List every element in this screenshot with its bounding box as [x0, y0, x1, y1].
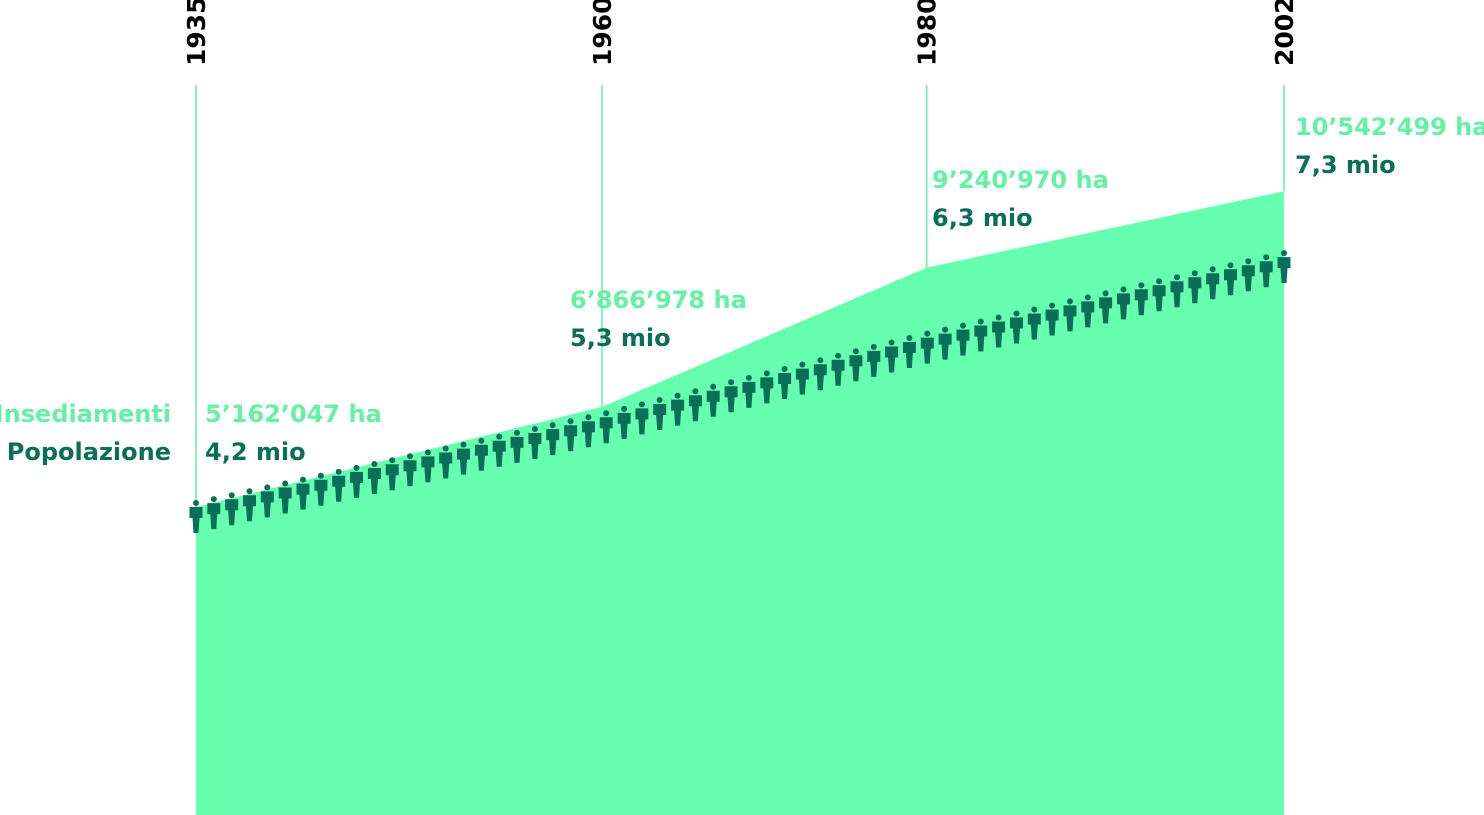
person-icon [207, 496, 221, 530]
person-icon [688, 388, 702, 422]
person-icon [1045, 302, 1059, 336]
person-icon [778, 366, 792, 399]
legend-population: Popolazione [7, 438, 171, 466]
person-icon [1099, 290, 1113, 324]
person-icon [332, 468, 346, 502]
person-icon [1259, 254, 1273, 288]
person-icon [653, 397, 667, 430]
person-icon [1010, 310, 1023, 344]
population-value-label: 6,3 mio [932, 204, 1033, 232]
settlement-value-label: 9’240’970 ha [932, 166, 1109, 194]
person-icon [795, 361, 809, 395]
person-icon [742, 374, 756, 408]
settlement-value-label: 6’866’978 ha [570, 286, 747, 314]
person-icon [885, 339, 899, 373]
person-icon [1241, 258, 1255, 292]
person-icon [260, 484, 274, 518]
person-icon [599, 410, 613, 444]
person-icon [920, 330, 934, 364]
person-icon [189, 500, 203, 533]
person-icon [225, 492, 239, 526]
person-icon [564, 418, 578, 452]
person-icon [1277, 250, 1291, 284]
person-icon [671, 392, 685, 426]
person-icon [1063, 298, 1077, 332]
person-icon [510, 429, 524, 463]
person-icon [439, 445, 453, 479]
person-icon [724, 379, 738, 413]
person-icon [403, 453, 417, 487]
person-icon [1081, 294, 1095, 328]
person-icon [350, 464, 363, 498]
settlement-value-label: 5’162’047 ha [205, 400, 382, 428]
person-icon [867, 343, 881, 377]
person-icon [528, 426, 542, 459]
person-icon [1170, 274, 1184, 308]
person-icon [296, 476, 310, 510]
person-icon [1152, 278, 1166, 312]
population-value-label: 5,3 mio [570, 324, 671, 352]
person-icon [956, 322, 970, 356]
person-icon [457, 441, 470, 475]
person-icon [1027, 306, 1041, 340]
year-label: 1935 [182, 0, 211, 66]
person-icon [849, 348, 863, 382]
year-label: 1960 [588, 0, 617, 66]
person-icon [938, 326, 952, 360]
person-icon [243, 488, 256, 522]
person-icon [635, 401, 649, 435]
settlement-area [196, 191, 1284, 815]
person-icon [1224, 262, 1237, 296]
person-icon [1117, 286, 1130, 320]
population-value-label: 7,3 mio [1295, 151, 1396, 179]
person-icon [831, 352, 845, 386]
person-icon [546, 422, 560, 456]
person-icon [974, 318, 988, 352]
person-icon [992, 314, 1006, 348]
person-icon [902, 335, 916, 368]
person-icon [492, 433, 506, 467]
person-icon [706, 383, 720, 417]
person-icon [1206, 266, 1220, 300]
person-icon [278, 480, 292, 514]
person-icon [813, 357, 827, 391]
year-label: 2002 [1270, 0, 1299, 66]
person-icon [314, 472, 328, 506]
person-icon [581, 414, 595, 448]
settlement-value-label: 10’542’499 ha [1295, 113, 1484, 141]
person-icon [1188, 270, 1202, 304]
person-icon [367, 461, 381, 494]
person-icon [474, 437, 488, 471]
person-icon [760, 370, 774, 404]
year-label: 1980 [913, 0, 942, 66]
legend-settlements: Insediamenti [0, 400, 171, 428]
person-icon [1134, 282, 1148, 316]
person-icon [421, 449, 435, 483]
population-value-label: 4,2 mio [205, 438, 306, 466]
person-icon [385, 457, 399, 491]
person-icon [617, 405, 631, 439]
